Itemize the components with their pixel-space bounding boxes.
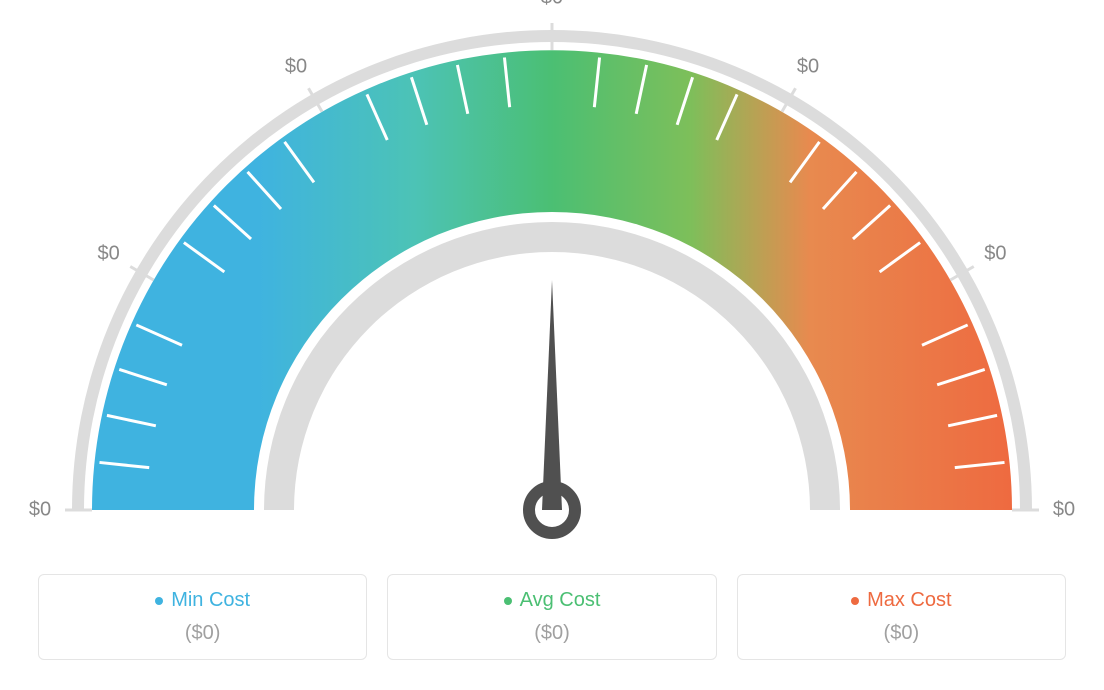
legend-label-min: Min Cost	[171, 589, 250, 612]
gauge-tick-label: $0	[797, 55, 819, 78]
legend-title-min: Min Cost	[155, 589, 250, 612]
legend-card-max: Max Cost ($0)	[737, 574, 1066, 660]
legend-dot-avg	[504, 597, 512, 605]
legend-title-max: Max Cost	[851, 589, 951, 612]
legend-dot-max	[851, 597, 859, 605]
legend-title-avg: Avg Cost	[504, 589, 601, 612]
gauge-chart: $0 $0 $0 $0 $0 $0 $0	[0, 0, 1104, 560]
legend-label-max: Max Cost	[867, 589, 951, 612]
legend-card-avg: Avg Cost ($0)	[387, 574, 716, 660]
legend-value-max: ($0)	[738, 622, 1065, 645]
gauge-tick-label: $0	[97, 243, 119, 266]
gauge-tick-label: $0	[541, 0, 563, 10]
gauge-tick-label: $0	[984, 243, 1006, 266]
gauge-tick-label: $0	[29, 499, 51, 522]
gauge-tick-label: $0	[285, 55, 307, 78]
legend-value-min: ($0)	[39, 622, 366, 645]
legend-dot-min	[155, 597, 163, 605]
gauge-svg	[0, 0, 1104, 560]
gauge-tick-label: $0	[1053, 499, 1075, 522]
legend-label-avg: Avg Cost	[520, 589, 601, 612]
legend-card-min: Min Cost ($0)	[38, 574, 367, 660]
legend-value-avg: ($0)	[388, 622, 715, 645]
legend-row: Min Cost ($0) Avg Cost ($0) Max Cost ($0…	[38, 574, 1066, 660]
